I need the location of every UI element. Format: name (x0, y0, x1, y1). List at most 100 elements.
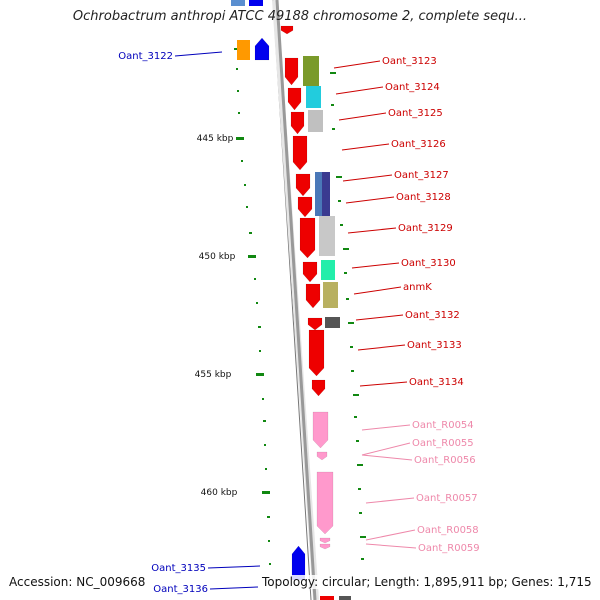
cog-bar[interactable] (306, 86, 321, 108)
gene-label-oant-r0057[interactable]: Oant_R0057 (416, 493, 478, 504)
scale-tick-label: 455 kbp (195, 370, 232, 380)
leader-line (361, 424, 411, 431)
gene-arrow[interactable] (339, 596, 351, 600)
gene-label-oant-3128[interactable]: Oant_3128 (396, 192, 451, 203)
cog-bar[interactable] (319, 216, 335, 256)
gc-mark (332, 128, 335, 130)
gene-label-oant-3124[interactable]: Oant_3124 (385, 82, 440, 93)
gene-label-oant-3130[interactable]: Oant_3130 (401, 258, 456, 269)
gene-label-anmk[interactable]: anmK (403, 282, 432, 293)
gc-mark (269, 563, 271, 565)
gene-arrow[interactable] (320, 596, 334, 600)
gc-mark (237, 90, 239, 92)
gc-mark (236, 68, 238, 70)
rna-feature[interactable] (312, 411, 329, 449)
cog-bar[interactable] (303, 56, 319, 86)
gene-arrow[interactable] (297, 196, 313, 218)
gene-arrow[interactable] (290, 111, 305, 135)
gene-features (231, 0, 351, 600)
backbone-main-line (275, 0, 317, 600)
gene-label-oant-3127[interactable]: Oant_3127 (394, 170, 449, 181)
map-title: Ochrobactrum anthropi ATCC 49188 chromos… (72, 9, 528, 24)
gene-arrow[interactable] (249, 0, 263, 6)
gc-mark (256, 302, 258, 304)
gc-mark (267, 516, 270, 518)
gene-arrow[interactable] (280, 25, 294, 35)
gene-arrow[interactable] (231, 0, 245, 6)
gc-mark (246, 206, 248, 208)
gene-label-oant-3133[interactable]: Oant_3133 (407, 340, 462, 351)
scale-ticks: 445 kbp 450 kbp 455 kbp 460 kbp (195, 134, 270, 498)
gene-label-oant-3123[interactable]: Oant_3123 (382, 56, 437, 67)
rna-feature[interactable] (316, 471, 334, 535)
scale-tick-mark (256, 373, 264, 376)
gene-arrow[interactable] (307, 317, 323, 331)
gene-arrow[interactable] (299, 217, 316, 259)
leader-line (338, 112, 387, 121)
gene-label-oant-3126[interactable]: Oant_3126 (391, 139, 446, 150)
gc-mark (264, 444, 266, 446)
cog-bar[interactable] (322, 172, 330, 216)
gene-arrow[interactable] (311, 379, 326, 397)
gc-mark (359, 512, 362, 514)
gene-label-oant-3125[interactable]: Oant_3125 (388, 108, 443, 119)
gene-arrow[interactable] (292, 135, 308, 171)
leader-line (351, 262, 400, 269)
accession-text: Accession: NC_009668 (9, 575, 148, 589)
gene-label-oant-3136[interactable]: Oant_3136 (153, 584, 208, 595)
gene-arrow[interactable] (308, 329, 325, 377)
gc-mark (262, 398, 264, 400)
gene-label-oant-3134[interactable]: Oant_3134 (409, 377, 464, 388)
gc-mark (351, 370, 354, 372)
leader-line (365, 543, 417, 549)
cog-bar[interactable] (308, 110, 323, 132)
leader-line (357, 344, 406, 351)
gene-labels: Oant_3122 Oant_3135 Oant_3136 Oant_3123 Oant… (118, 51, 479, 595)
gc-mark (360, 536, 366, 538)
gene-arrow[interactable] (254, 37, 270, 61)
leader-line (333, 60, 381, 69)
gene-arrow[interactable] (295, 173, 311, 197)
rna-feature[interactable] (319, 543, 331, 550)
cog-bar[interactable] (325, 317, 340, 328)
gene-arrow[interactable] (284, 57, 299, 86)
gc-mark (343, 248, 349, 250)
gc-mark (330, 72, 336, 74)
gene-label-oant-r0056[interactable]: Oant_R0056 (414, 455, 476, 466)
genome-summary-text: Topology: circular; Length: 1,895,911 bp… (262, 575, 592, 589)
gc-skew-marks (234, 48, 366, 565)
gene-label-oant-3135[interactable]: Oant_3135 (151, 563, 206, 574)
gene-label-oant-r0055[interactable]: Oant_R0055 (412, 438, 474, 449)
gc-mark (263, 420, 266, 422)
gc-mark (259, 350, 261, 352)
gene-label-oant-r0058[interactable]: Oant_R0058 (417, 525, 479, 536)
chromosome-backbone (272, 0, 319, 600)
rna-feature[interactable] (316, 451, 328, 461)
gc-mark (340, 224, 343, 226)
gene-label-oant-r0054[interactable]: Oant_R0054 (412, 420, 474, 431)
leader-line (347, 227, 397, 234)
gene-label-oant-3129[interactable]: Oant_3129 (398, 223, 453, 234)
gene-arrow[interactable] (287, 87, 302, 111)
gc-mark (358, 488, 361, 490)
gc-mark (258, 326, 261, 328)
scale-tick-mark (248, 255, 256, 258)
gene-label-oant-3132[interactable]: Oant_3132 (405, 310, 460, 321)
rna-feature[interactable] (319, 537, 331, 544)
gene-label-oant-3122[interactable]: Oant_3122 (118, 51, 173, 62)
cog-bar[interactable] (323, 282, 338, 308)
cog-bar[interactable] (315, 172, 323, 216)
gc-mark (344, 272, 347, 274)
gc-mark (234, 48, 237, 50)
cog-bar[interactable] (321, 260, 335, 280)
gene-arrow[interactable] (302, 261, 318, 283)
gene-arrow[interactable] (305, 283, 321, 309)
gene-label-oant-r0059[interactable]: Oant_R0059 (418, 543, 480, 554)
gc-mark (254, 278, 256, 280)
leader-line (365, 529, 416, 541)
leader-line (207, 565, 261, 569)
gene-arrow-oant-3122[interactable] (237, 40, 250, 60)
leader-line (335, 86, 384, 95)
